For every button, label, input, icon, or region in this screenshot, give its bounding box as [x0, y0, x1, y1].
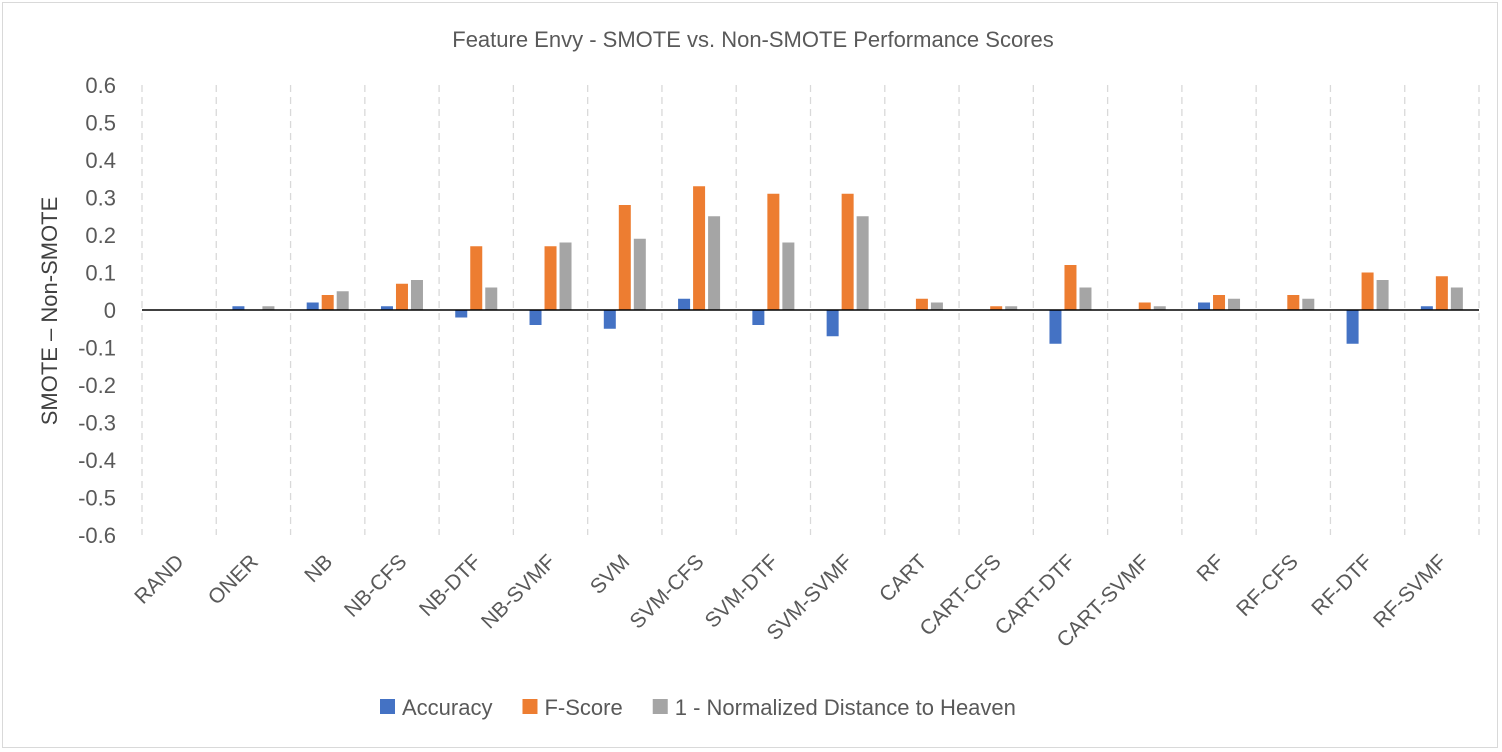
legend: Accuracy F-Score 1 - Normalized Distance t… [380, 695, 1016, 720]
gridlines [141, 85, 1480, 535]
legend-swatch [652, 699, 668, 714]
bar-1-normalized-distance-to-heaven-nb-svmf [559, 242, 572, 310]
bar-1-normalized-distance-to-heaven-rf [1228, 298, 1241, 310]
legend-swatch [380, 699, 395, 714]
bar-1-normalized-distance-to-heaven-nb [336, 291, 349, 310]
x-category-label: NB [300, 550, 337, 587]
y-axis-ticks: 0.6 0.5 0.4 0.3 0.2 0.1 0 -0.1 -0.2 -0.3 -0.4 -0.5 -… [78, 73, 116, 548]
bar-accuracy-svm-dtf [752, 310, 765, 325]
y-tick-label: 0.4 [85, 148, 116, 173]
y-axis-title: SMOTE – Non-SMOTE [37, 197, 62, 426]
bar-f-score-rf-svmf [1435, 276, 1448, 310]
bar-f-score-nb [321, 295, 334, 310]
x-category-label: RF-DTF [1307, 550, 1377, 620]
bar-f-score-rf-dtf [1361, 272, 1374, 310]
bar-1-normalized-distance-to-heaven-cart [930, 302, 943, 310]
bar-f-score-nb-cfs [395, 283, 408, 310]
x-category-label: NB-SVMF [477, 550, 560, 633]
bar-1-normalized-distance-to-heaven-rf-svmf [1450, 287, 1463, 310]
bar-f-score-svm-svmf [841, 193, 854, 310]
y-tick-label: 0.1 [85, 261, 116, 286]
bar-accuracy-nb-svmf [529, 310, 542, 325]
y-tick-label: -0.2 [78, 373, 116, 398]
bars [232, 186, 1463, 344]
bar-1-normalized-distance-to-heaven-svm-svmf [856, 216, 869, 310]
bar-1-normalized-distance-to-heaven-rf-cfs [1302, 298, 1315, 310]
y-tick-label: -0.5 [78, 486, 116, 511]
bar-1-normalized-distance-to-heaven-nb-dtf [485, 287, 498, 310]
legend-label: F-Score [544, 695, 622, 720]
bar-accuracy-svm-cfs [678, 298, 691, 310]
bar-1-normalized-distance-to-heaven-nb-cfs [410, 280, 423, 310]
bar-accuracy-rf-dtf [1346, 310, 1359, 344]
y-tick-label: -0.6 [78, 523, 116, 548]
bar-f-score-rf [1213, 295, 1226, 310]
x-category-label: NB-DTF [415, 550, 486, 621]
bar-1-normalized-distance-to-heaven-svm-cfs [708, 216, 721, 310]
bar-f-score-rf-cfs [1287, 295, 1300, 310]
chart-title: Feature Envy - SMOTE vs. Non-SMOTE Perfo… [452, 27, 1054, 52]
bar-1-normalized-distance-to-heaven-cart-cfs [1005, 306, 1018, 310]
bar-accuracy-svm [603, 310, 616, 329]
bar-f-score-nb-dtf [470, 246, 483, 310]
y-tick-label: 0.3 [85, 186, 116, 211]
bar-1-normalized-distance-to-heaven-cart-svmf [1153, 306, 1166, 310]
x-category-label: RF [1193, 550, 1229, 586]
legend-label: 1 - Normalized Distance to Heaven [675, 695, 1016, 720]
bar-f-score-cart-cfs [990, 306, 1003, 310]
bar-1-normalized-distance-to-heaven-cart-dtf [1079, 287, 1092, 310]
y-tick-label: -0.1 [78, 336, 116, 361]
bar-accuracy-nb-cfs [380, 306, 393, 310]
y-tick-label: 0 [104, 298, 116, 323]
y-tick-label: 0.6 [85, 73, 116, 98]
bar-accuracy-svm-svmf [826, 310, 839, 337]
bar-f-score-nb-svmf [544, 246, 557, 310]
bar-f-score-cart-dtf [1064, 265, 1077, 310]
x-category-label: RAND [130, 550, 188, 608]
y-tick-label: 0.5 [85, 111, 116, 136]
bar-f-score-svm [618, 205, 631, 310]
legend-label: Accuracy [402, 695, 492, 720]
bar-f-score-svm-cfs [693, 186, 706, 310]
bar-1-normalized-distance-to-heaven-svm [633, 238, 646, 310]
bar-f-score-cart-svmf [1138, 302, 1151, 310]
x-category-label: SVM [586, 550, 634, 598]
x-category-label: SVM-CFS [626, 550, 709, 633]
y-tick-label: -0.4 [78, 448, 116, 473]
bar-accuracy-cart-dtf [1049, 310, 1062, 344]
bar-accuracy-rf-svmf [1420, 306, 1433, 310]
x-category-label: CART [875, 550, 932, 607]
bar-f-score-svm-dtf [767, 193, 780, 310]
bar-chart: Feature Envy - SMOTE vs. Non-SMOTE Perfo… [37, 27, 1480, 720]
bar-1-normalized-distance-to-heaven-oner [262, 306, 275, 310]
legend-swatch [522, 699, 538, 714]
bar-f-score-cart [915, 298, 928, 310]
bar-accuracy-nb [306, 302, 319, 310]
x-category-label: ONER [204, 550, 263, 609]
bar-accuracy-rf [1198, 302, 1211, 310]
x-category-label: RF-CFS [1232, 550, 1303, 621]
y-tick-label: -0.3 [78, 411, 116, 436]
bar-accuracy-nb-dtf [455, 310, 468, 318]
bar-accuracy-oner [232, 306, 245, 310]
bar-1-normalized-distance-to-heaven-rf-dtf [1376, 280, 1389, 310]
x-category-label: CART-CFS [915, 550, 1005, 640]
x-category-label: RF-SVMF [1369, 550, 1451, 632]
x-category-label: NB-CFS [340, 550, 412, 622]
bar-1-normalized-distance-to-heaven-svm-dtf [782, 242, 795, 310]
y-tick-label: 0.2 [85, 223, 116, 248]
